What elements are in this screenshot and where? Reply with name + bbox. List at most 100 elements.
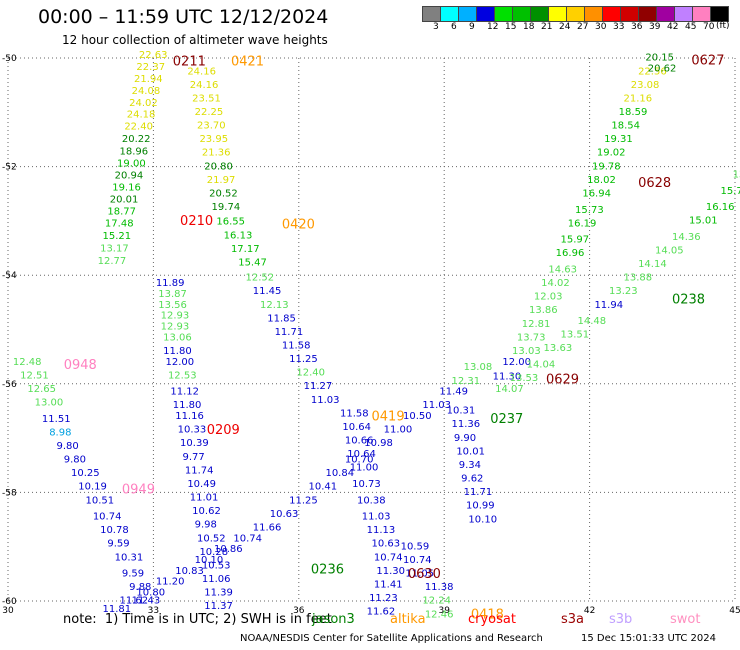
pass-time-label: 0236 [311,563,344,578]
wave-height-point: 10.33 [178,425,207,436]
wave-height-point: 11.41 [374,579,403,590]
wave-height-point: 10.39 [180,438,209,449]
wave-height-point: 10.53 [202,560,231,571]
credit: NOAA/NESDIS Center for Satellite Applica… [240,633,543,644]
wave-height-point: 14.36 [672,232,701,243]
wave-height-point: 15.47 [238,257,267,268]
wave-height-point: 12.51 [20,370,49,381]
grid [7,57,736,602]
wave-height-point: 10.28 [199,547,228,558]
wave-height-point: 10.80 [136,588,165,599]
wave-height-point: 11.71 [464,487,493,498]
wave-height-point: 16.96 [556,248,585,259]
wave-height-point: 10.74 [233,533,262,544]
wave-height-point: 13 [733,169,740,180]
wave-height-point: 10.50 [403,411,432,422]
wave-height-point: 10.74 [374,552,403,563]
pass-time-label: 0628 [638,176,671,191]
legend-label: 27 [577,22,589,32]
wave-height-point: 13.63 [544,343,573,354]
wave-height-point: 11.25 [289,354,318,365]
wave-height-point: 11.27 [304,381,333,392]
wave-height-point: 24.16 [190,80,219,91]
wave-height-point: 9.77 [182,452,204,463]
wave-height-point: 10.64 [347,449,376,460]
pass-labels: 0211 0210 0209 0421 0420 0419 0630 0418 0948 0949… [64,54,725,623]
wave-height-point: 20.52 [209,188,238,199]
legend-label: 9 [469,22,475,32]
wave-height-point: 19.31 [604,134,633,145]
wave-height-point: 10.62 [192,506,221,517]
wave-height-point: 11.94 [594,300,623,311]
wave-height-point: 12.00 [502,357,531,368]
legend-swatch [710,6,729,22]
wave-height-point: 15.01 [689,216,718,227]
wave-height-point: 16.94 [582,188,611,199]
wave-height-point: 11.37 [204,601,233,612]
wave-height-point: 11.45 [253,286,282,297]
x-tick-label: 39 [438,606,450,616]
wave-height-point: 10.99 [466,501,495,512]
wave-height-point: 14.63 [548,264,577,275]
wave-height-point: 19.78 [592,161,621,172]
y-tick-label: -56 [2,380,17,390]
legend-label: 36 [631,22,643,32]
y-tick-label: -60 [2,597,17,607]
wave-height-point: 11.81 [103,604,132,615]
wave-height-point: 12.40 [296,368,325,379]
wave-height-point: 14.07 [495,384,524,395]
wave-height-point: 12.53 [168,370,197,381]
wave-height-point: 13.86 [529,305,558,316]
wave-height-point: 10.31 [115,552,144,563]
wave-height-point: 9.80 [56,441,78,452]
wave-height-point: 13.06 [163,332,192,343]
wave-height-point: 12.24 [422,596,451,607]
wave-height-point: 11.80 [163,346,192,357]
wave-height-point: 20.15 [645,53,674,64]
footer-note: note: 1) Time is in UTC; 2) SWH is in fe… [63,612,332,627]
legend-label: 15 [505,22,517,32]
wave-height-point: 12.03 [534,292,563,303]
wave-height-point: 9.34 [459,460,481,471]
wave-height-point: 10.70 [345,455,374,466]
pass-time-label: 0210 [180,214,213,229]
wave-height-point: 11.66 [253,522,282,533]
wave-height-point: 11.03 [422,400,451,411]
legend-swatch: 39 [638,6,660,32]
wave-height-point: 11.85 [267,313,296,324]
wave-height-point: 13.87 [158,289,187,300]
legend-label: 18 [523,22,535,32]
wave-height-point: 21.94 [134,74,163,85]
wave-height-point: 11.43 [132,596,161,607]
x-tick-label: 33 [148,606,159,616]
x-tick-label: 36 [293,606,305,616]
wave-height-point: 18.02 [587,175,616,186]
satellite-s3b: s3b [609,612,633,627]
wave-height-point: 11.30 [493,371,522,382]
satellite-altika: altika [390,612,426,627]
wave-height-point: 15.21 [103,231,132,242]
wave-height-point: 14.48 [577,316,606,327]
wave-height-point: 10.25 [71,468,100,479]
wave-height-point: 11.01 [190,493,219,504]
wave-height-point: 24.18 [127,110,156,121]
wave-height-point: 10.31 [447,406,476,417]
satellite-jason3: jason3 [312,612,355,627]
wave-height-point: 23.70 [197,121,226,132]
legend-label: 3 [433,22,439,32]
wave-height-point: 19.00 [117,159,146,170]
legend-label: 24 [559,22,571,32]
legend-label: 42 [667,22,679,32]
pass-time-label: 0418 [471,608,504,623]
legend-swatch: 6 [440,6,459,32]
legend-label: 12 [487,22,499,32]
wave-height-point: 10.84 [325,468,354,479]
wave-height-point: 12.00 [166,357,195,368]
wave-height-point: 17.17 [231,244,260,255]
wave-height-point: 23.51 [192,93,221,104]
wave-height-point: 12.93 [161,311,190,322]
wave-height-point: 22.40 [124,122,153,133]
wave-height-point: 13.23 [609,286,638,297]
axes: 30 33 36 39 42 45 -50 -52 -54 -56 -58 -60 [2,54,740,616]
x-tick-label: 45 [729,606,740,616]
